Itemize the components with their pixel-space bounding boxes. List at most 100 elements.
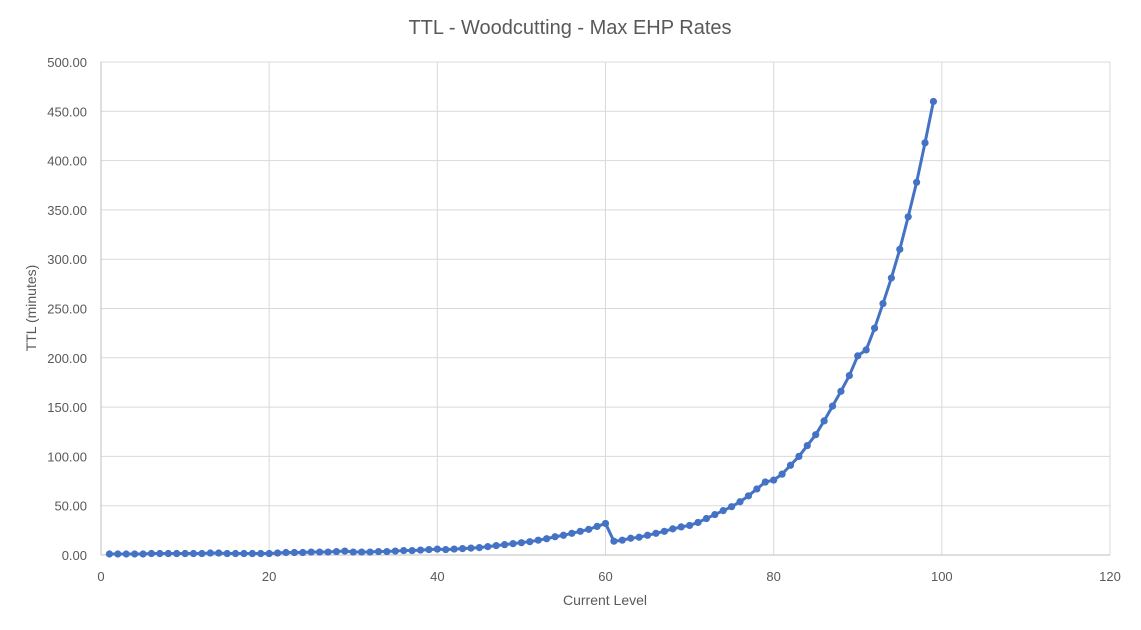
data-point <box>433 545 441 553</box>
data-point <box>164 549 172 558</box>
data-point <box>551 533 559 541</box>
data-point <box>383 547 391 556</box>
data-point <box>854 352 862 360</box>
data-point <box>543 535 551 543</box>
y-tick-label: 100.00 <box>47 449 87 464</box>
data-point <box>189 549 198 558</box>
data-point <box>576 527 584 535</box>
y-axis-label: TTL (minutes) <box>23 265 39 352</box>
x-tick-label: 120 <box>1099 569 1121 584</box>
data-point <box>913 178 921 186</box>
data-point <box>896 245 904 253</box>
data-point <box>257 549 265 558</box>
data-point <box>559 531 568 539</box>
data-point <box>736 498 744 506</box>
data-point <box>223 549 231 558</box>
data-point <box>374 547 383 556</box>
y-tick-label: 250.00 <box>47 302 87 317</box>
data-point <box>341 547 349 555</box>
data-point <box>509 540 517 548</box>
data-point <box>156 549 164 558</box>
data-point <box>316 548 324 556</box>
data-point <box>282 548 290 557</box>
data-point <box>685 521 694 530</box>
data-point <box>173 549 181 558</box>
data-point <box>131 550 139 558</box>
data-point <box>601 519 610 528</box>
data-point <box>753 485 761 493</box>
data-point <box>391 547 399 555</box>
data-point <box>904 213 912 221</box>
data-point <box>273 549 282 557</box>
data-point <box>585 525 593 533</box>
x-axis-label: Current Level <box>563 592 647 608</box>
y-tick-label: 300.00 <box>47 252 87 267</box>
data-point <box>828 402 837 410</box>
data-point <box>206 549 214 557</box>
y-tick-label: 400.00 <box>47 154 87 169</box>
x-tick-label: 100 <box>931 569 953 584</box>
data-point <box>299 548 307 557</box>
data-point <box>231 549 240 558</box>
data-point <box>652 529 660 537</box>
data-point <box>643 531 652 539</box>
data-point <box>467 544 475 552</box>
data-point <box>820 417 828 425</box>
data-point <box>862 346 870 354</box>
data-point <box>198 549 206 558</box>
data-point <box>778 470 786 478</box>
data-point <box>484 543 492 551</box>
data-point <box>921 139 929 147</box>
data-point <box>702 514 711 523</box>
data-point <box>761 478 769 486</box>
data-point <box>887 274 895 282</box>
data-point <box>475 544 483 552</box>
data-point <box>400 546 408 555</box>
data-point <box>795 452 803 460</box>
y-tick-label: 200.00 <box>47 351 87 366</box>
data-point <box>215 549 223 557</box>
data-point <box>324 548 332 556</box>
data-point <box>147 549 156 558</box>
series <box>105 97 938 558</box>
data-point <box>526 538 534 546</box>
y-tick-label: 350.00 <box>47 203 87 218</box>
data-point <box>534 536 542 544</box>
data-point <box>694 518 702 527</box>
data-point <box>845 371 853 380</box>
data-point <box>366 548 374 556</box>
data-point <box>744 492 753 500</box>
data-point <box>248 549 256 558</box>
data-point <box>358 548 366 556</box>
chart-title: TTL - Woodcutting - Max EHP Rates <box>408 17 731 39</box>
data-point <box>728 503 736 511</box>
data-point <box>290 548 298 557</box>
data-point <box>114 550 122 558</box>
data-point <box>837 387 845 395</box>
data-point <box>677 523 685 531</box>
data-point <box>660 527 668 535</box>
y-tick-label: 0.00 <box>62 548 87 563</box>
data-point <box>265 549 273 558</box>
data-point <box>593 522 601 531</box>
y-tick-label: 150.00 <box>47 400 87 415</box>
data-point <box>408 546 416 555</box>
y-tick-label: 500.00 <box>47 55 87 70</box>
y-tick-label: 450.00 <box>47 104 87 119</box>
data-point <box>181 549 189 558</box>
data-point <box>711 510 719 519</box>
data-point <box>332 547 341 556</box>
data-point <box>719 507 727 515</box>
data-point <box>929 97 938 106</box>
data-point <box>492 542 500 550</box>
data-point <box>442 545 450 554</box>
x-tick-label: 60 <box>598 569 612 584</box>
data-point <box>870 324 879 332</box>
data-point <box>122 550 130 558</box>
data-point <box>803 441 811 450</box>
data-point <box>139 550 147 558</box>
tick-labels: 0.00 50.00 100.00 150.00 200.00 250.00 300.00 3… <box>47 55 1121 584</box>
data-point <box>669 525 677 533</box>
